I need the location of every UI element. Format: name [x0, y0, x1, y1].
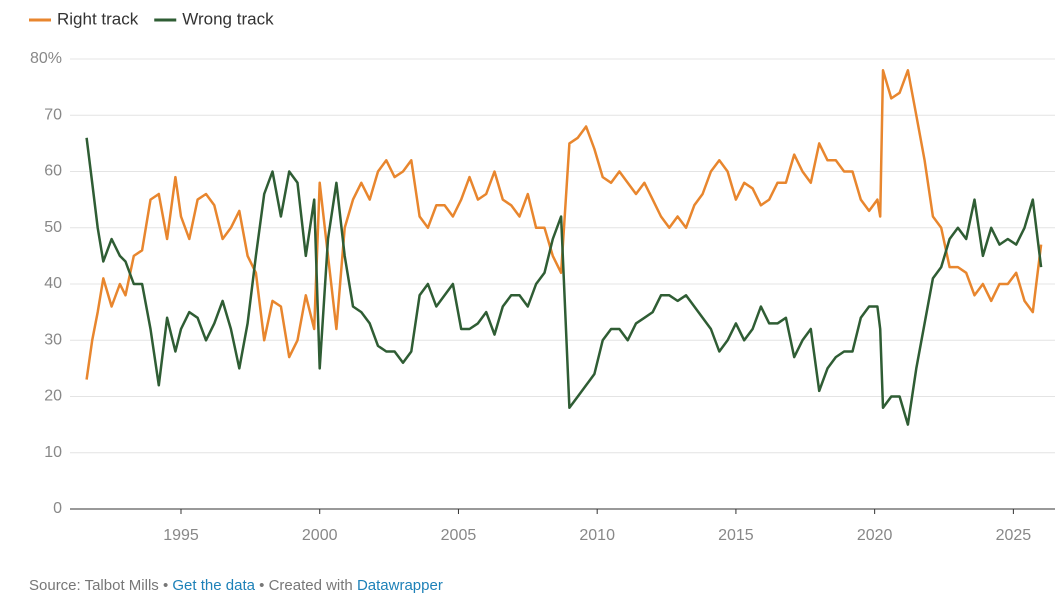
series-line	[85, 137, 1043, 426]
y-tick-label: 60	[44, 163, 62, 180]
x-tick-label: 2025	[996, 527, 1032, 544]
source: Source: Talbot Mills	[29, 577, 159, 594]
legend-label: Wrong track	[182, 9, 274, 28]
y-tick-label: 30	[44, 331, 62, 348]
y-tick-label: 0	[53, 500, 62, 517]
series-line	[85, 69, 1043, 380]
x-tick-label: 1995	[163, 527, 199, 544]
separator: •	[259, 577, 265, 594]
y-tick-label: 70	[44, 106, 62, 123]
created-with: Created with	[268, 577, 353, 594]
x-tick-label: 2010	[579, 527, 615, 544]
y-tick-label: 10	[44, 444, 62, 461]
legend-label: Right track	[57, 9, 139, 28]
x-tick-label: 2000	[302, 527, 338, 544]
y-tick-label: 80%	[30, 50, 62, 67]
y-tick-label: 50	[44, 219, 62, 236]
y-tick-label: 20	[44, 388, 62, 405]
x-tick-label: 2015	[718, 527, 754, 544]
data-link[interactable]: Get the data	[172, 577, 255, 594]
separator: •	[162, 577, 169, 594]
y-tick-label: 40	[44, 275, 62, 292]
x-tick-label: 2020	[857, 527, 893, 544]
x-tick-label: 2005	[441, 527, 477, 544]
footer: Source: Talbot Mills • Get the data • Cr…	[29, 577, 443, 594]
tool-link[interactable]: Datawrapper	[356, 577, 443, 594]
